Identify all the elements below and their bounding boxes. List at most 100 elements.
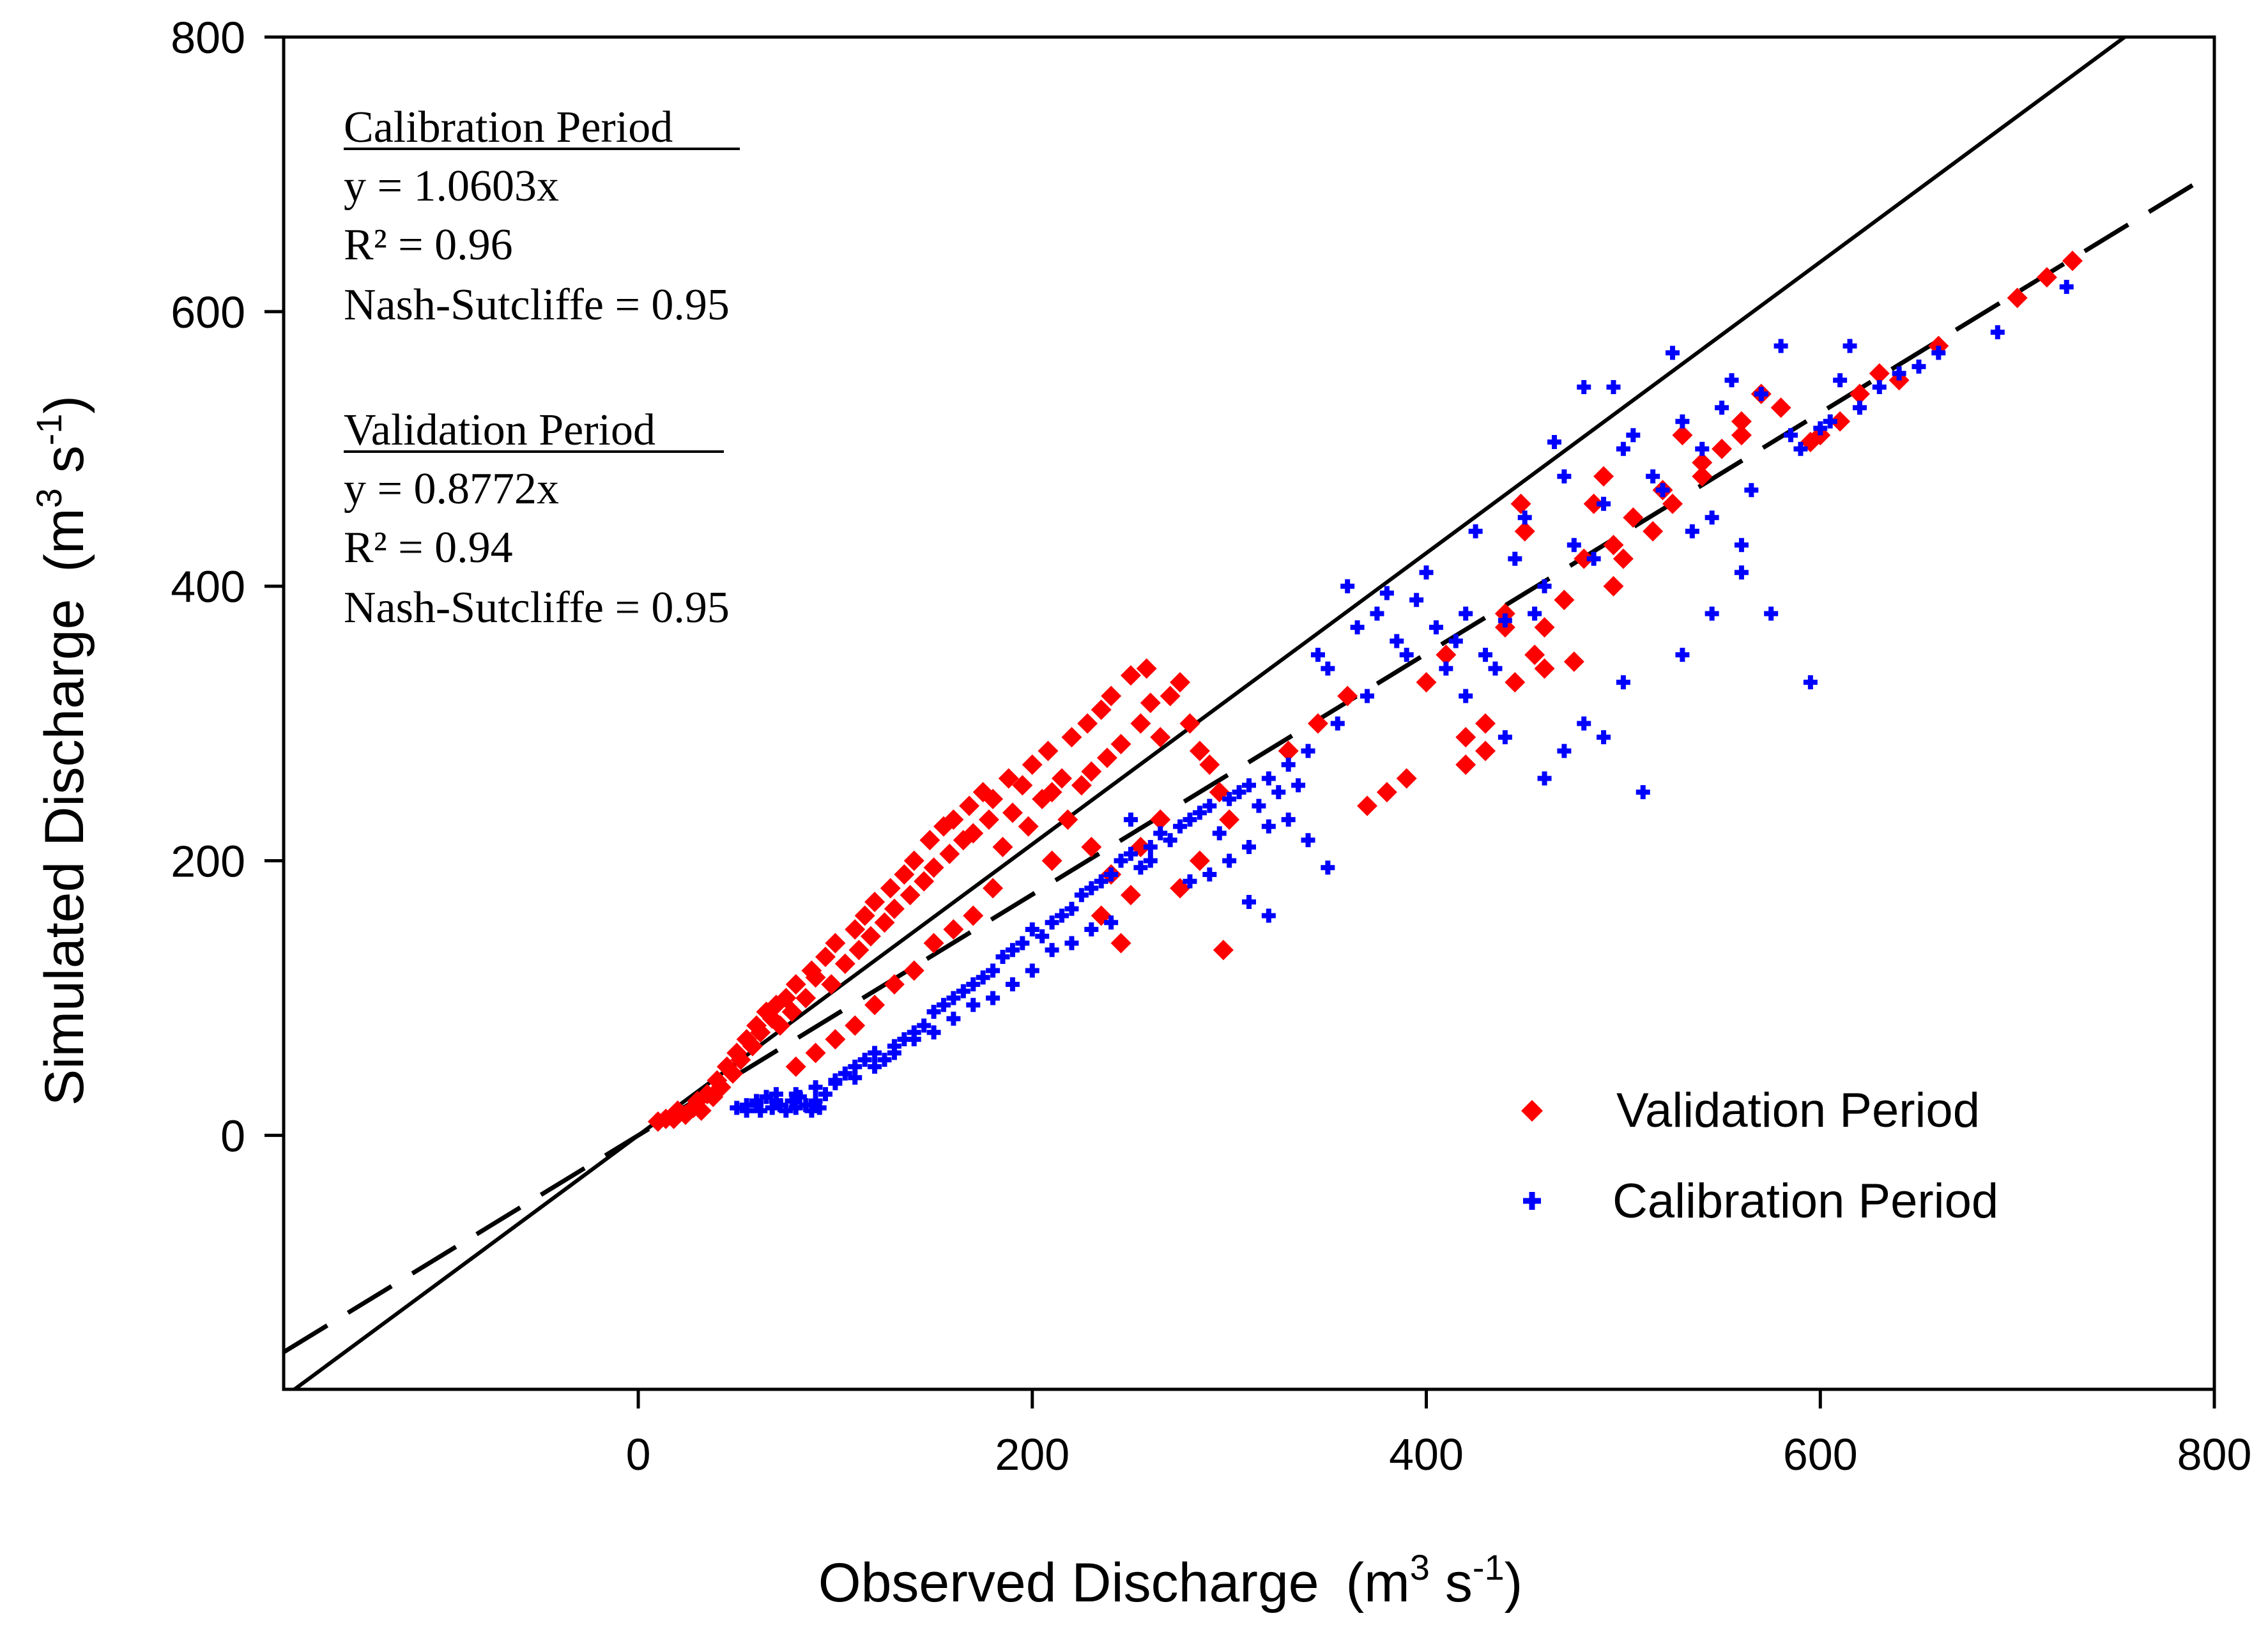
validation-point (1189, 850, 1210, 871)
calibration-point (759, 1090, 774, 1104)
validation-point (1150, 727, 1171, 748)
calibration-nse: Nash-Sutcliffe = 0.95 (344, 280, 730, 330)
calibration-point (1488, 661, 1503, 676)
calibration-point (1813, 421, 1828, 436)
calibration-point (1055, 908, 1069, 923)
validation-point (1662, 493, 1683, 514)
calibration-point (1597, 496, 1611, 511)
validation-point (1189, 740, 1210, 761)
validation-point (1505, 672, 1526, 693)
calibration-point (1537, 771, 1552, 786)
calibration-point (779, 1103, 793, 1118)
validation-point (1692, 452, 1713, 473)
calibration-point (1360, 689, 1375, 703)
validation-point (2007, 287, 2028, 309)
calibration-point (966, 977, 981, 991)
validation-point (1692, 466, 1713, 487)
calibration-point (1212, 826, 1227, 841)
calibration-point (1695, 441, 1710, 456)
validation-point (1041, 782, 1062, 803)
validation-point (691, 1100, 712, 1121)
validation-point (1554, 590, 1575, 611)
y-tick-label: 200 (171, 837, 245, 887)
calibration-series (730, 280, 2074, 1118)
calibration-point (1321, 860, 1335, 875)
calibration-point (1577, 716, 1591, 731)
validation-point (894, 864, 915, 885)
calibration-point (1222, 853, 1237, 868)
calibration-point (1104, 867, 1119, 882)
validation-r2: R² = 0.94 (344, 523, 513, 572)
validation-point (1213, 940, 1234, 961)
calibration-point (1242, 895, 1256, 910)
calibration-point (739, 1103, 754, 1118)
validation-point (781, 1001, 802, 1022)
calibration-point (1104, 915, 1119, 930)
y-tick-label: 600 (171, 287, 245, 337)
calibration-point (887, 1046, 901, 1060)
validation-nse: Nash-Sutcliffe = 0.95 (344, 583, 730, 632)
calibration-point (1616, 675, 1630, 690)
calibration-point (2059, 280, 2074, 294)
calibration-point (1242, 778, 1256, 793)
calibration-point (1035, 929, 1050, 943)
calibration-point (926, 1025, 941, 1040)
calibration-point (1281, 813, 1296, 827)
validation-point (939, 843, 960, 864)
stats-annotation: Calibration Period y = 1.0603x R² = 0.96… (344, 103, 740, 632)
calibration-r2: R² = 0.96 (344, 220, 513, 270)
validation-point (914, 871, 935, 892)
validation-point (963, 905, 984, 926)
validation-point (825, 933, 846, 954)
calibration-point (907, 1032, 921, 1046)
calibration-point (1222, 791, 1237, 806)
calibration-point (1261, 771, 1276, 786)
validation-point (1376, 782, 1397, 803)
validation-point (1436, 645, 1457, 666)
calibration-point (1675, 414, 1690, 429)
calibration-point (986, 991, 1000, 1005)
validation-point (845, 1015, 866, 1036)
validation-point (1534, 658, 1555, 679)
validation-point (919, 830, 940, 851)
calibration-point (1705, 606, 1719, 621)
validation-point (1061, 727, 1082, 748)
calibration-point (1646, 469, 1660, 484)
calibration-point (749, 1098, 764, 1113)
calibration-point (1498, 613, 1512, 628)
calibration-point (1872, 380, 1887, 395)
validation-point (1416, 672, 1437, 693)
validation-point (1455, 754, 1476, 775)
calibration-point (1577, 380, 1591, 395)
validation-point (992, 837, 1013, 858)
calibration-point (946, 991, 961, 1005)
validation-point (959, 795, 980, 816)
validation-point (1731, 411, 1752, 432)
calibration-point (868, 1059, 882, 1074)
validation-point (978, 809, 999, 830)
validation-point (785, 1056, 806, 1077)
calibration-point (1094, 874, 1108, 889)
calibration-point (788, 1087, 803, 1101)
calibration-point (877, 1053, 892, 1067)
validation-point (805, 1042, 826, 1064)
calibration-point (1143, 853, 1158, 868)
validation-point (983, 788, 1004, 809)
calibration-point (1912, 359, 1926, 374)
calibration-point (1301, 833, 1315, 848)
calibration-point (1547, 435, 1561, 450)
validation-point (903, 850, 924, 871)
validation-equation: y = 0.8772x (344, 464, 559, 514)
calibration-point (1192, 805, 1207, 820)
validation-point (1613, 548, 1634, 569)
calibration-point (812, 1101, 827, 1115)
calibration-point (1133, 860, 1148, 875)
calibration-point (1045, 943, 1059, 958)
calibration-point (995, 949, 1010, 964)
calibration-point (1321, 661, 1335, 676)
calibration-point (1084, 922, 1099, 937)
legend-validation-label: Validation Period (1616, 1083, 1980, 1138)
calibration-point (1636, 785, 1650, 800)
validation-point (1563, 651, 1584, 672)
